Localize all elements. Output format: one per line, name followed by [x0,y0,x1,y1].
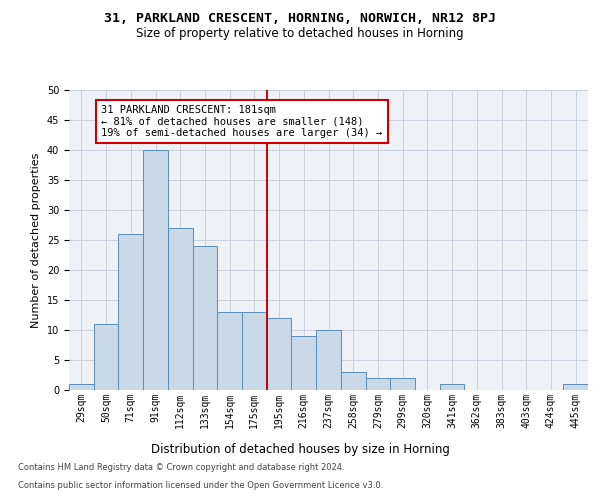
Bar [69,384,94,390]
Bar [242,312,267,390]
Text: Size of property relative to detached houses in Horning: Size of property relative to detached ho… [136,28,464,40]
Bar [193,246,217,390]
Bar [316,330,341,390]
Bar [292,336,316,390]
Text: Contains HM Land Registry data © Crown copyright and database right 2024.: Contains HM Land Registry data © Crown c… [18,464,344,472]
Text: 31 PARKLAND CRESCENT: 181sqm
← 81% of detached houses are smaller (148)
19% of s: 31 PARKLAND CRESCENT: 181sqm ← 81% of de… [101,105,382,138]
Bar [341,372,365,390]
Y-axis label: Number of detached properties: Number of detached properties [31,152,41,328]
Bar [563,384,588,390]
Bar [440,384,464,390]
Text: Distribution of detached houses by size in Horning: Distribution of detached houses by size … [151,442,449,456]
Bar [94,324,118,390]
Bar [390,378,415,390]
Text: 31, PARKLAND CRESCENT, HORNING, NORWICH, NR12 8PJ: 31, PARKLAND CRESCENT, HORNING, NORWICH,… [104,12,496,26]
Bar [143,150,168,390]
Bar [267,318,292,390]
Bar [217,312,242,390]
Bar [365,378,390,390]
Text: Contains public sector information licensed under the Open Government Licence v3: Contains public sector information licen… [18,481,383,490]
Bar [118,234,143,390]
Bar [168,228,193,390]
